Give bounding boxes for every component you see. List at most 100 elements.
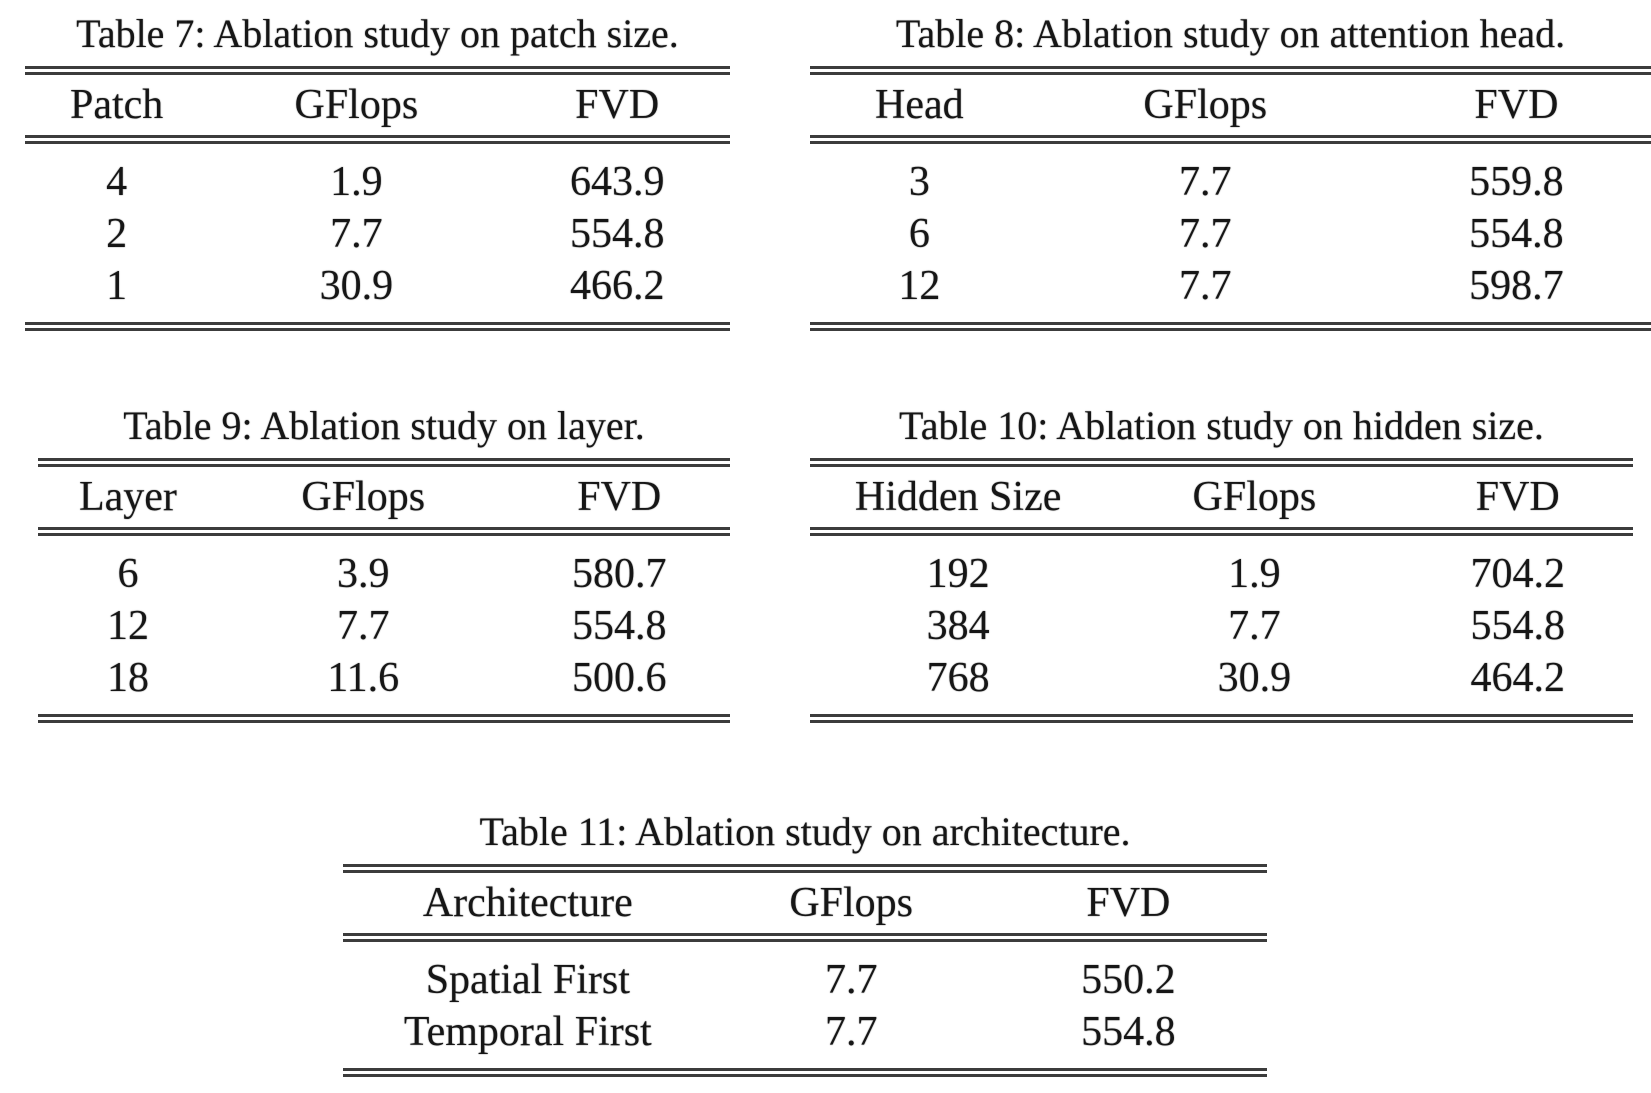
table-10-mid-rule [810, 527, 1633, 536]
table-9-bottom-rule [38, 714, 730, 723]
table-cell: 384 [926, 603, 990, 649]
table-cell: 466.2 [569, 263, 665, 309]
table-cell: Temporal First [403, 1009, 652, 1055]
table-10-body: 192 1.9 704.2 384 7.7 554.8 768 30.9 464… [810, 536, 1633, 714]
table-cell: 580.7 [572, 551, 667, 597]
table-cell: 598.7 [1469, 263, 1564, 309]
table-10-caption: Table 10: Ablation study on hidden size. [899, 403, 1544, 448]
table-8-body: 3 7.7 559.8 6 7.7 554.8 12 7.7 598.7 [810, 144, 1651, 322]
table-8-caption: Table 8: Ablation study on attention hea… [895, 11, 1566, 56]
table-8-header-row: Head GFlops FVD [810, 75, 1651, 135]
column-header: GFlops [301, 474, 426, 520]
table-row: 2 7.7 554.8 [25, 208, 730, 260]
table-cell: 3.9 [336, 551, 390, 597]
table-cell: 7.7 [1228, 603, 1281, 649]
table-11-mid-rule [343, 933, 1267, 942]
table-cell: 1.9 [330, 159, 383, 205]
table-row: 768 30.9 464.2 [810, 652, 1633, 704]
table-cell: 1.9 [1228, 551, 1281, 597]
table-cell: 30.9 [1217, 655, 1292, 701]
table-cell: 7.7 [824, 1009, 878, 1055]
table-9-top-rule [38, 458, 730, 467]
table-cell: 554.8 [1081, 1009, 1176, 1055]
table-cell: 550.2 [1081, 957, 1176, 1003]
column-header: GFlops [1192, 474, 1317, 520]
table-9-mid-rule [38, 527, 730, 536]
table-11-caption: Table 11: Ablation study on architecture… [479, 809, 1131, 854]
table-10-header-row: Hidden Size GFlops FVD [810, 467, 1633, 527]
table-cell: 643.9 [569, 159, 665, 205]
column-header: GFlops [789, 880, 914, 926]
table-cell: 6 [908, 211, 930, 257]
table-row: 3 7.7 559.8 [810, 156, 1651, 208]
table-11-header-row: Architecture GFlops FVD [343, 873, 1267, 933]
table-7: Table 7: Ablation study on patch size. P… [25, 8, 730, 331]
table-row: 192 1.9 704.2 [810, 548, 1633, 600]
table-8-top-rule [810, 66, 1651, 75]
table-cell: 554.8 [569, 211, 665, 257]
table-cell: 12 [898, 263, 941, 309]
table-cell: 500.6 [572, 655, 667, 701]
table-9-body: 6 3.9 580.7 12 7.7 554.8 18 11.6 500.6 [38, 536, 730, 714]
table-7-mid-rule [25, 135, 730, 144]
table-cell: 30.9 [319, 263, 394, 309]
table-cell: 554.8 [1470, 603, 1566, 649]
column-header: Head [875, 82, 964, 128]
column-header: GFlops [1143, 82, 1268, 128]
table-cell: 464.2 [1470, 655, 1566, 701]
table-cell: 12 [106, 603, 149, 649]
table-7-caption: Table 7: Ablation study on patch size. [76, 11, 679, 56]
table-8: Table 8: Ablation study on attention hea… [810, 8, 1651, 331]
table-cell: 1 [106, 263, 128, 309]
column-header: Patch [69, 82, 164, 128]
table-10-bottom-rule [810, 714, 1633, 723]
column-header: FVD [577, 474, 662, 520]
column-header: Hidden Size [854, 474, 1062, 520]
table-cell: 18 [106, 655, 149, 701]
table-cell: 7.7 [824, 957, 878, 1003]
table-7-body: 4 1.9 643.9 2 7.7 554.8 1 30.9 466.2 [25, 144, 730, 322]
table-11-top-rule [343, 864, 1267, 873]
table-11: Table 11: Ablation study on architecture… [343, 806, 1267, 1077]
table-cell: 768 [926, 655, 990, 701]
column-header: FVD [1086, 880, 1171, 926]
table-9: Table 9: Ablation study on layer. Layer … [38, 400, 730, 723]
column-header: Layer [78, 474, 177, 520]
table-cell: 554.8 [1469, 211, 1564, 257]
table-cell: 3 [908, 159, 930, 205]
table-row: 384 7.7 554.8 [810, 600, 1633, 652]
column-header: GFlops [294, 82, 419, 128]
table-cell: 554.8 [572, 603, 667, 649]
table-11-body: Spatial First 7.7 550.2 Temporal First 7… [343, 942, 1267, 1068]
table-9-header-row: Layer GFlops FVD [38, 467, 730, 527]
table-10: Table 10: Ablation study on hidden size.… [810, 400, 1633, 723]
table-cell: 2 [106, 211, 128, 257]
table-10-top-rule [810, 458, 1633, 467]
table-7-header-row: Patch GFlops FVD [25, 75, 730, 135]
table-row: 18 11.6 500.6 [38, 652, 730, 704]
table-cell: 4 [106, 159, 128, 205]
table-11-bottom-rule [343, 1068, 1267, 1077]
column-header: FVD [575, 82, 660, 128]
table-cell: 559.8 [1469, 159, 1564, 205]
table-8-mid-rule [810, 135, 1651, 144]
table-cell: 7.7 [1179, 263, 1232, 309]
table-row: 1 30.9 466.2 [25, 260, 730, 312]
table-cell: 7.7 [1179, 211, 1232, 257]
table-8-bottom-rule [810, 322, 1651, 331]
table-cell: 192 [926, 551, 990, 597]
table-cell: 11.6 [327, 655, 400, 701]
table-cell: 7.7 [336, 603, 390, 649]
table-row: 12 7.7 554.8 [38, 600, 730, 652]
table-7-top-rule [25, 66, 730, 75]
column-header: Architecture [422, 880, 633, 926]
table-row: 6 7.7 554.8 [810, 208, 1651, 260]
table-7-bottom-rule [25, 322, 730, 331]
table-cell: 7.7 [330, 211, 383, 257]
table-cell: Spatial First [425, 957, 630, 1003]
column-header: FVD [1474, 82, 1559, 128]
table-row: 4 1.9 643.9 [25, 156, 730, 208]
table-cell: 7.7 [1179, 159, 1232, 205]
table-row: 6 3.9 580.7 [38, 548, 730, 600]
